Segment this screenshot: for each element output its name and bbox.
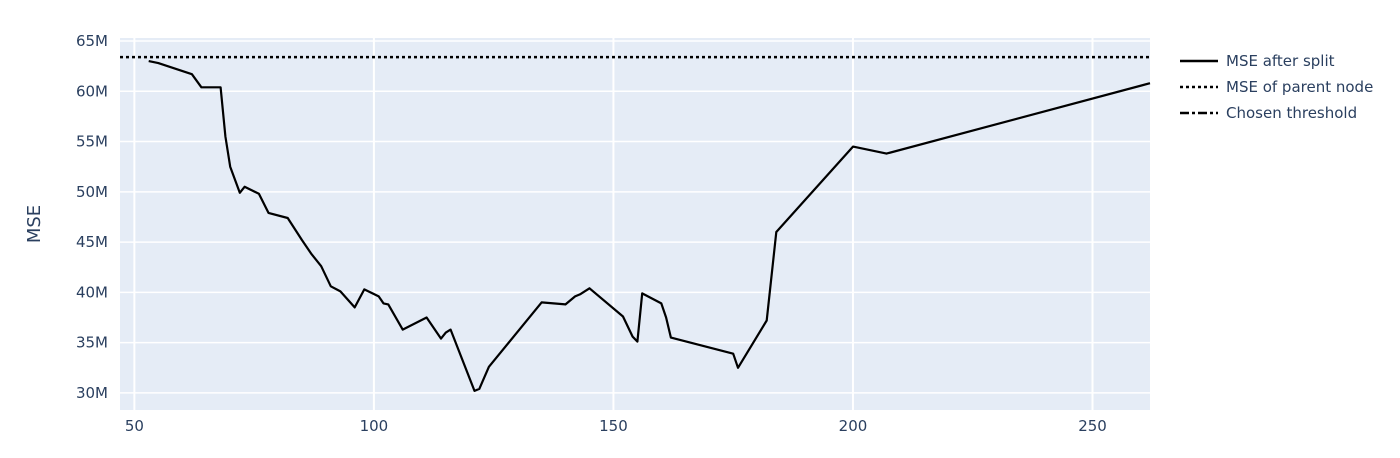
y-tick-label: 55M xyxy=(76,133,108,151)
x-tick-label: 150 xyxy=(599,417,628,435)
x-tick-label: 200 xyxy=(839,417,868,435)
plot-area xyxy=(120,38,1150,410)
y-tick-label: 45M xyxy=(76,233,108,251)
x-tick-label: 250 xyxy=(1078,417,1107,435)
legend: MSE after split MSE of parent node Chosen … xyxy=(1180,52,1373,122)
legend-label: Chosen threshold xyxy=(1226,104,1357,122)
y-tick-label: 35M xyxy=(76,334,108,352)
y-tick-label: 60M xyxy=(76,82,108,100)
y-tick-label: 50M xyxy=(76,183,108,201)
grid xyxy=(120,38,1150,410)
y-axis-title: MSE xyxy=(24,205,45,243)
series-layer xyxy=(120,55,1151,392)
y-tick-label: 30M xyxy=(76,384,108,402)
legend-label: MSE of parent node xyxy=(1226,78,1373,96)
series-line-mse-after-split xyxy=(148,60,1151,392)
y-tick-label: 40M xyxy=(76,283,108,301)
legend-label: MSE after split xyxy=(1226,52,1335,70)
x-tick-label: 50 xyxy=(125,417,144,435)
y-tick-label: 65M xyxy=(76,32,108,50)
axes: 50 100 150 200 250 30M 35M 40M 45M 50M 55M 60M 65M xyxy=(76,32,1107,435)
x-tick-label: 100 xyxy=(360,417,389,435)
